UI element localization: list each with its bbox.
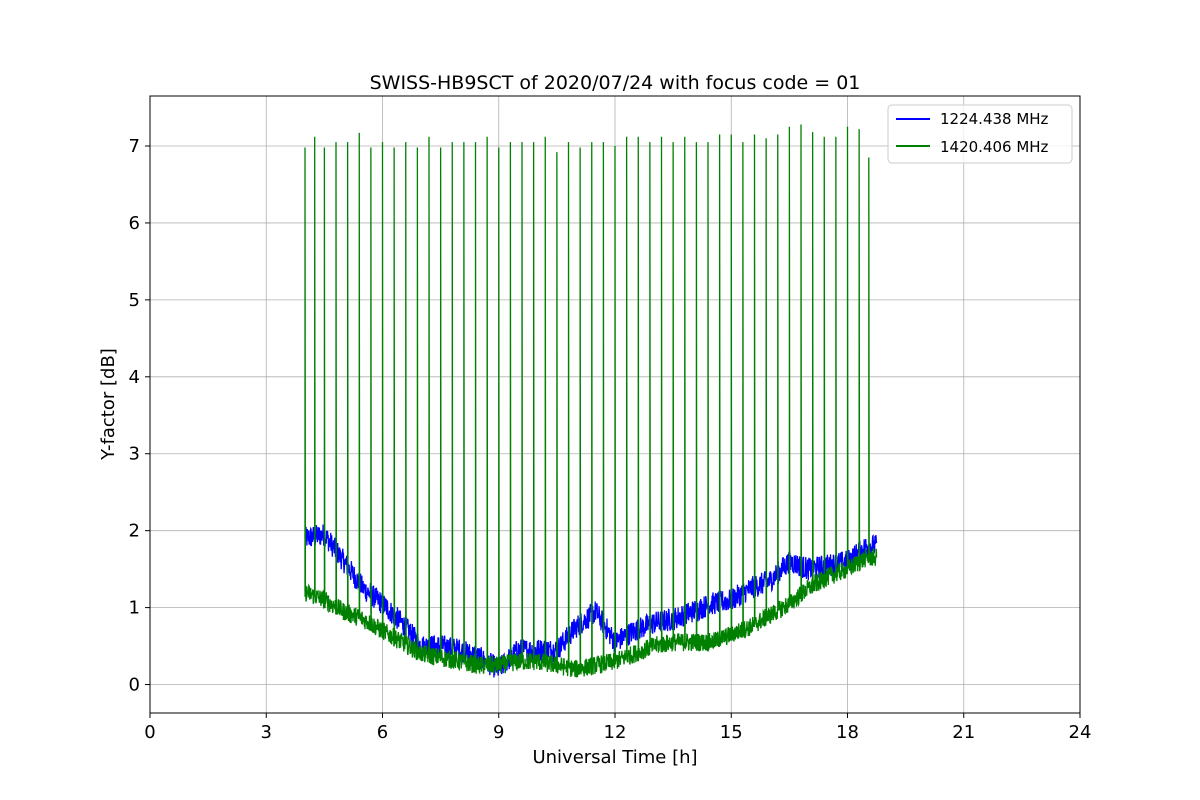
legend: 1224.438 MHz 1420.406 MHz — [887, 104, 1073, 164]
y-tick-label: 2 — [129, 521, 140, 542]
y-tick-label: 0 — [129, 675, 140, 696]
x-tick-label: 6 — [377, 722, 388, 743]
x-axis-label: Universal Time [h] — [532, 747, 697, 768]
series-line-1 — [304, 524, 878, 678]
x-tick-label: 18 — [836, 722, 859, 743]
y-tick-label: 4 — [129, 367, 140, 388]
x-tick-label: 24 — [1069, 722, 1092, 743]
x-tick-label: 3 — [261, 722, 272, 743]
y-tick-label: 3 — [129, 444, 140, 465]
legend-label-series-2: 1420.406 MHz — [940, 138, 1049, 156]
legend-box — [887, 104, 1073, 164]
x-tick-label: 9 — [493, 722, 504, 743]
legend-label-series-1: 1224.438 MHz — [940, 110, 1049, 128]
y-tick-label: 5 — [129, 290, 140, 311]
chart-title: SWISS-HB9SCT of 2020/07/24 with focus co… — [370, 72, 861, 94]
x-tick-label: 0 — [144, 722, 155, 743]
x-tick-label: 15 — [720, 722, 743, 743]
y-tick-label: 7 — [129, 136, 140, 157]
series-layer — [304, 124, 878, 678]
x-tick-label: 21 — [952, 722, 975, 743]
y-axis-label: Y-factor [dB] — [98, 348, 119, 461]
y-tick-label: 6 — [129, 213, 140, 234]
x-tick-label: 12 — [604, 722, 627, 743]
y-tick-label: 1 — [129, 598, 140, 619]
series-line-2 — [304, 124, 878, 678]
